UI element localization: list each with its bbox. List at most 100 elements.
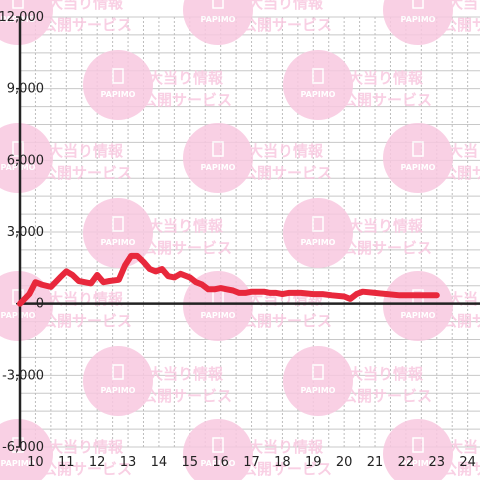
watermark-line1: 大当り情報 [448,438,480,456]
y-tick-label: -3,000 [2,368,44,383]
watermark-logo-icon [0,123,53,193]
watermark-glyph-icon [312,216,324,232]
watermark-brand: PAPIMO [301,238,336,247]
watermark-line1: 大当り情報 [348,217,424,235]
watermark-line2: 公開サービス [142,91,232,109]
watermark-line1: 大当り情報 [348,365,424,383]
x-tick-label: 14 [151,455,168,470]
watermark-brand: PAPIMO [201,459,236,468]
x-tick-label: 20 [336,455,353,470]
axes [16,16,480,448]
watermark-logo-icon [383,123,453,193]
watermark-glyph-icon [112,216,124,232]
watermark-line2: 公開サービス [42,312,132,330]
watermark-line2: 公開サービス [442,16,480,34]
watermark-brand: PAPIMO [301,90,336,99]
watermark-glyph-icon [212,141,224,157]
x-tick-label: 19 [305,455,322,470]
x-tick-label: 10 [27,455,44,470]
watermark-brand: PAPIMO [401,15,436,24]
x-tick-label: 22 [398,455,415,470]
watermark-line1: 大当り情報 [48,0,124,12]
watermark-glyph-icon [412,141,424,157]
x-tick-label: 24 [459,455,476,470]
watermark-line1: 大当り情報 [148,69,224,87]
watermark-logo-icon [283,346,353,416]
watermark-glyph-icon [312,68,324,84]
watermark-line2: 公開サービス [142,387,232,405]
watermark-glyph-icon [112,68,124,84]
watermark-line2: 公開サービス [142,239,232,257]
x-tick-label: 16 [212,455,229,470]
watermark-brand: PAPIMO [401,311,436,320]
watermark-logo-icon [383,271,453,341]
watermark-line1: 大当り情報 [148,217,224,235]
watermark-brand: PAPIMO [101,238,136,247]
watermark-logo-icon [83,346,153,416]
watermark-line1: 大当り情報 [248,438,324,456]
watermark-line2: 公開サービス [342,239,432,257]
watermark-line1: 大当り情報 [148,365,224,383]
watermark-glyph-icon [12,0,24,9]
y-tick-label: -6,000 [2,440,44,455]
watermark-brand: PAPIMO [1,163,36,172]
watermark-logo-icon [0,0,53,45]
watermark-line2: 公開サービス [342,91,432,109]
watermark-line2: 公開サービス [42,16,132,34]
watermark-brand: PAPIMO [1,15,36,24]
watermark-logo-icon [283,50,353,120]
watermark-line2: 公開サービス [242,312,332,330]
watermark-glyph-icon [412,437,424,453]
watermark-line1: 大当り情報 [448,290,480,308]
watermark-brand: PAPIMO [1,311,36,320]
watermark-logo-icon [383,0,453,45]
watermark-logo-icon [0,419,53,480]
series-layer [17,252,440,307]
x-tick-label: 23 [429,455,446,470]
watermark-logo-icon [383,419,453,480]
y-tick-label: 3,000 [7,225,44,240]
watermark-line2: 公開サービス [442,460,480,478]
watermark-logo-icon [283,198,353,268]
watermark-brand: PAPIMO [201,163,236,172]
watermark-line1: 大当り情報 [448,0,480,12]
watermark-line1: 大当り情報 [48,438,124,456]
watermark-brand: PAPIMO [101,90,136,99]
watermark-line2: 公開サービス [42,164,132,182]
watermark-line1: 大当り情報 [248,142,324,160]
watermark-brand: PAPIMO [401,163,436,172]
y-tick-label: 6,000 [7,153,44,168]
x-tick-label: 15 [182,455,199,470]
watermark-logo-icon [183,419,253,480]
watermark-line2: 公開サービス [442,312,480,330]
watermark-line1: 大当り情報 [448,142,480,160]
watermark-line1: 大当り情報 [248,0,324,12]
watermark-glyph-icon [12,141,24,157]
watermark-line2: 公開サービス [42,460,132,478]
watermark-brand: PAPIMO [201,311,236,320]
watermark-logo-icon [183,0,253,45]
watermark-glyph-icon [212,437,224,453]
x-tick-label: 11 [58,455,75,470]
y-tick-label: 0 [36,297,44,312]
x-tick-label: 17 [243,455,260,470]
x-tick-label: 12 [89,455,106,470]
watermark-line2: 公開サービス [242,460,332,478]
watermark-brand: PAPIMO [401,459,436,468]
watermark-line2: 公開サービス [242,164,332,182]
watermark-line1: 大当り情報 [48,290,124,308]
